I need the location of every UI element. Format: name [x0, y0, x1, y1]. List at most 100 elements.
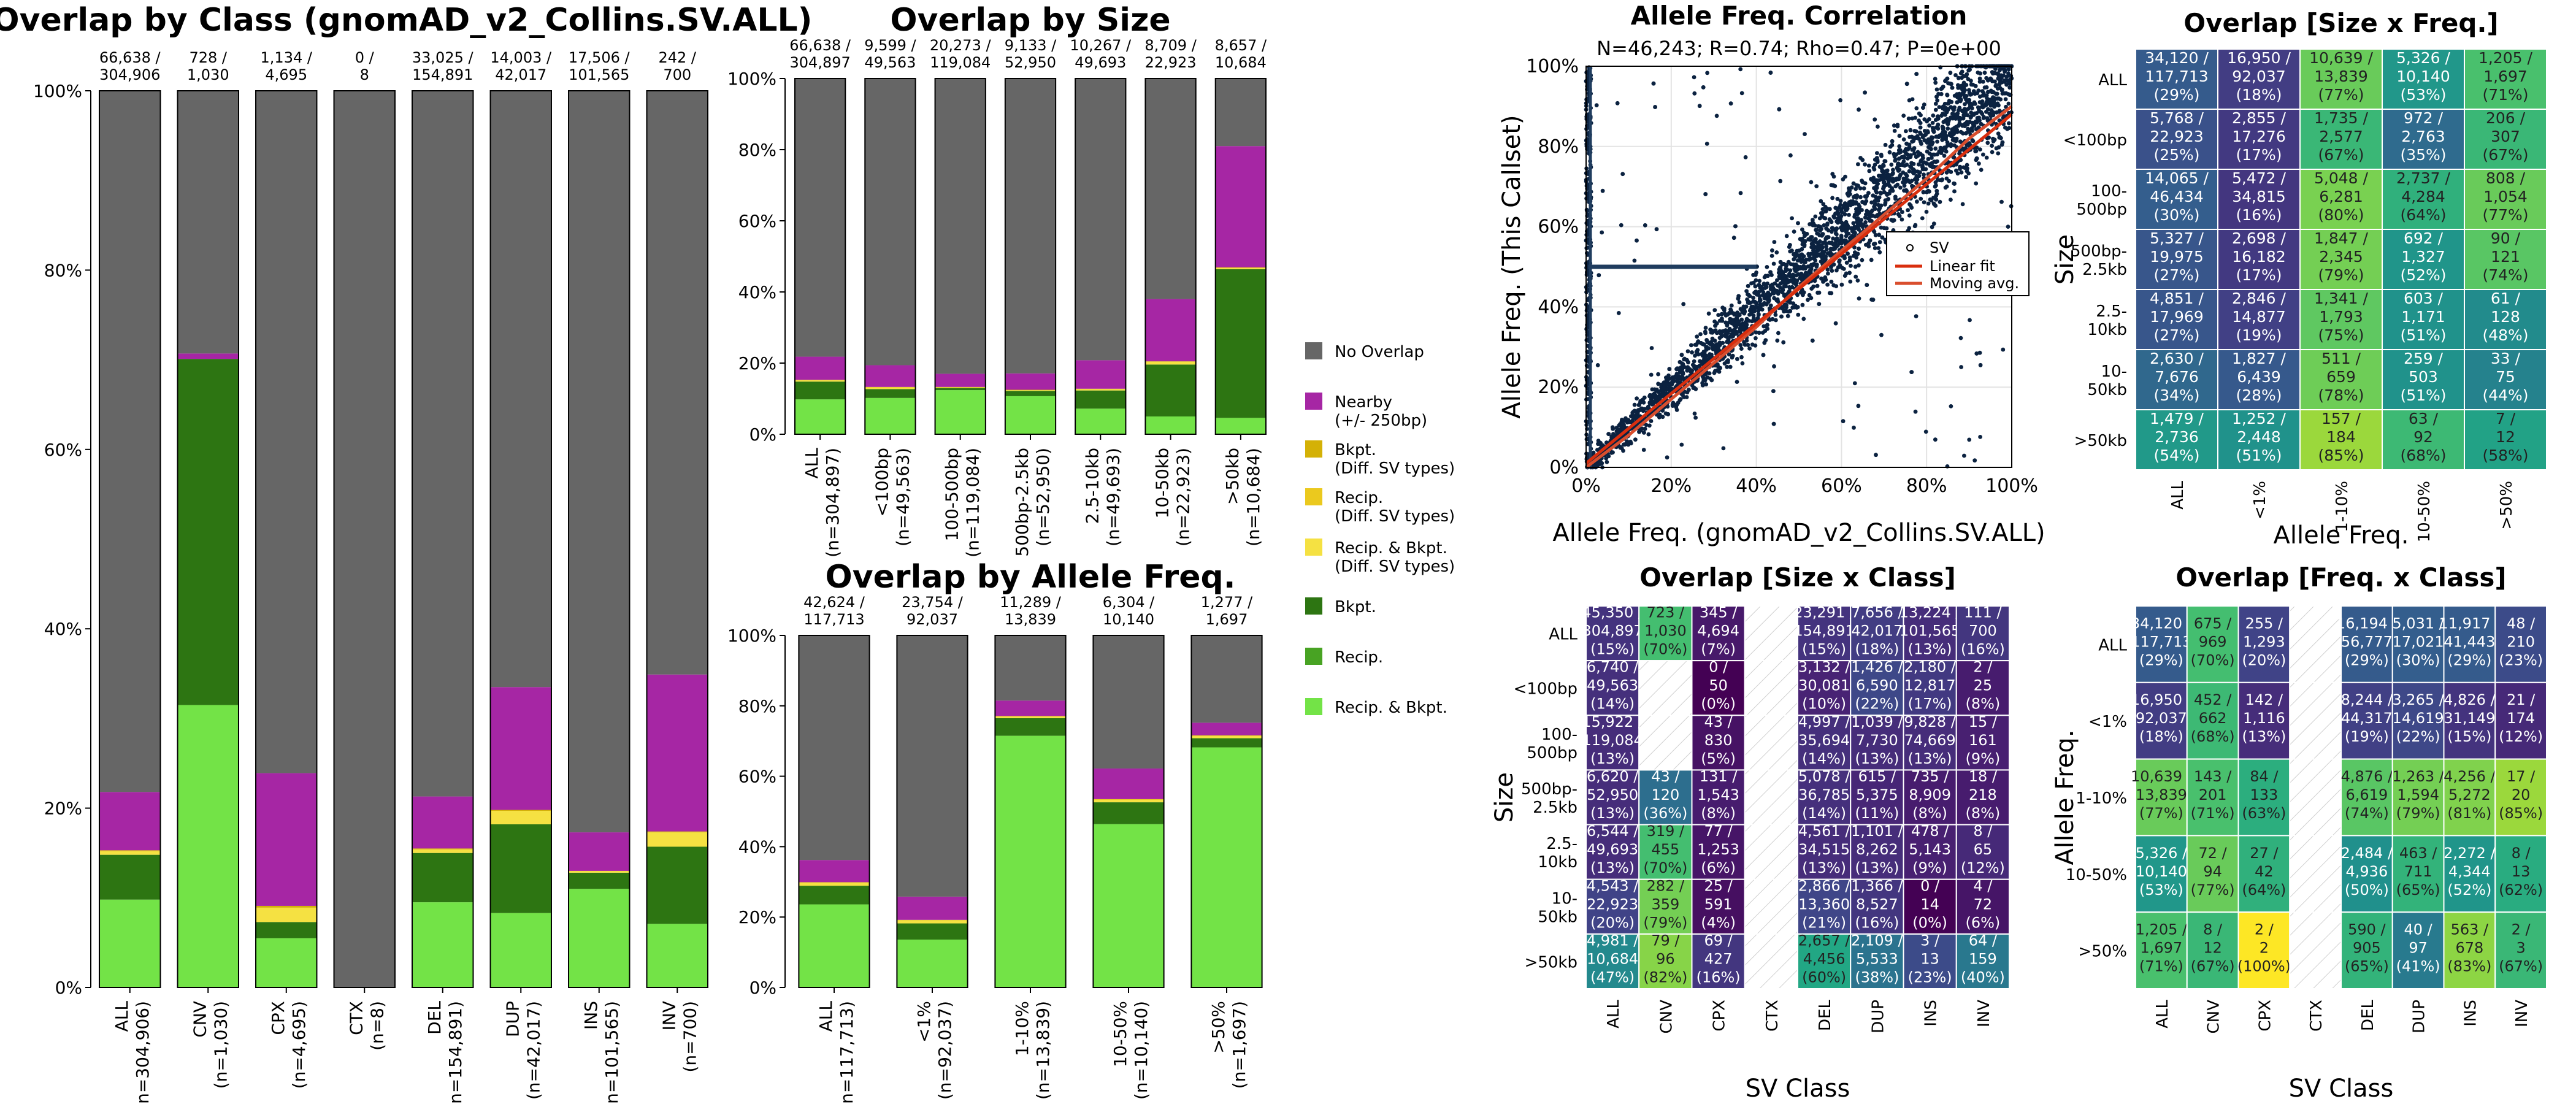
- scatter-point: [1965, 163, 1969, 167]
- scatter-point: [1800, 302, 1805, 307]
- heatmap-cell: [2186, 911, 2239, 989]
- heatmap-cell-label: 0 /: [1709, 659, 1728, 676]
- scatter-point: [1737, 300, 1742, 305]
- heatmap-cell-label: 6,544 /: [1587, 822, 1639, 840]
- scatter-point: [1977, 76, 1982, 81]
- scatter-point: [1896, 169, 1901, 173]
- scatter-point: [1945, 140, 1950, 145]
- heatmap-cell-label: 157 /: [2321, 410, 2361, 427]
- scatter-point: [1869, 258, 1874, 263]
- heatmap-cell-label: (6%): [1701, 859, 1736, 876]
- heatmap-cell: [2494, 835, 2547, 913]
- scatter-point: [1847, 258, 1852, 263]
- scatter-point: [1829, 220, 1834, 224]
- bar-segment-bkpt_diff: [865, 386, 916, 388]
- heatmap-cell: [1955, 878, 2010, 935]
- scatter-point: [1989, 108, 1994, 113]
- bar-count-label: 1,697: [1206, 611, 1248, 628]
- heatmap-cell-label: 22,923: [1587, 895, 1638, 913]
- scatter-point: [1815, 253, 1820, 258]
- scatter-point: [1992, 104, 1997, 109]
- heatmap-cell-label: 7 /: [2496, 410, 2516, 427]
- heatmap-cell-label: 10,140: [2136, 863, 2187, 880]
- scatter-point: [1744, 323, 1749, 327]
- heatmap-cell-label: (50%): [2345, 881, 2389, 899]
- heatmap-cell-label: 5,143: [1909, 841, 1951, 858]
- bar-segment-no_overlap: [99, 91, 161, 792]
- scatter-point: [1934, 159, 1938, 164]
- scatter-point: [1940, 137, 1945, 142]
- heatmap-cell: [2340, 605, 2393, 683]
- scatter-point: [1584, 286, 1589, 291]
- bar-segment-bkpt: [1093, 802, 1164, 824]
- scatter-point: [1747, 312, 1752, 317]
- scatter-point: [1703, 326, 1708, 330]
- heatmap-cell-label: 72: [1974, 895, 1993, 913]
- scatter-point: [1768, 71, 1773, 75]
- heatmap-cell: [2391, 758, 2445, 837]
- scatter-point: [2007, 121, 2011, 126]
- scatter-point: [1853, 231, 1857, 236]
- scatter-point: [1844, 207, 1849, 212]
- bar-segment-nearby: [865, 365, 916, 387]
- scatter-point: [1773, 312, 1778, 317]
- y-tick-label: 0%: [749, 978, 776, 998]
- scatter-point: [1876, 246, 1881, 250]
- scatter-point: [1820, 210, 1825, 215]
- scatter-point: [1918, 121, 1923, 125]
- heatmap-cell: [1955, 660, 2010, 716]
- bar-segment-no_overlap: [1191, 635, 1262, 723]
- heatmap-cell-label: (77%): [2191, 881, 2235, 899]
- heatmap-cell-label: (52%): [2400, 266, 2446, 284]
- scatter-point: [1595, 363, 1600, 367]
- chart-title: Overlap by Allele Freq.: [826, 559, 1236, 596]
- heatmap-cell: [1638, 769, 1693, 826]
- scatter-point: [1783, 280, 1788, 284]
- scatter-point: [1784, 234, 1789, 239]
- heatmap-cell: [2299, 409, 2383, 470]
- x-tick-label: (n=101,565): [602, 1001, 622, 1104]
- heatmap-cell-label: 84 /: [2250, 768, 2279, 785]
- scatter-point: [1927, 117, 1931, 121]
- scatter-point: [1739, 317, 1744, 322]
- scatter-point: [1964, 98, 1968, 102]
- heatmap-cell-label: 61 /: [2491, 289, 2521, 307]
- heatmap-cell-label: 16,950 /: [2131, 691, 2193, 708]
- heatmap-cell-label: (41%): [2396, 958, 2440, 975]
- scatter-point: [1997, 77, 2002, 81]
- scatter-point: [1860, 258, 1865, 263]
- scatter-point: [1994, 146, 1999, 151]
- heatmap-cell-label: 3 /: [1920, 932, 1940, 949]
- x-tick-label: 40%: [1736, 475, 1777, 497]
- scatter-point: [1883, 198, 1888, 202]
- scatter-point: [1814, 227, 1819, 232]
- scatter-point: [1880, 235, 1885, 240]
- row-label: 100-: [1541, 726, 1577, 744]
- scatter-point: [1933, 146, 1938, 151]
- scatter-point: [1771, 389, 1776, 394]
- scatter-point: [1964, 94, 1969, 98]
- scatter-point: [1966, 126, 1971, 131]
- scatter-point: [1807, 293, 1812, 297]
- scatter-point: [1823, 209, 1828, 213]
- scatter-point: [1907, 213, 1912, 218]
- heatmap-cell-label: 4,256 /: [2444, 768, 2496, 785]
- scatter-point: [1921, 105, 1925, 110]
- scatter-point: [1851, 221, 1856, 226]
- scatter-point: [1594, 103, 1599, 108]
- scatter-point: [2006, 101, 2011, 106]
- heatmap-cell: [2299, 109, 2383, 170]
- scatter-point: [1876, 198, 1880, 203]
- scatter-point: [1893, 157, 1898, 162]
- heatmap-cell-label: 255 /: [2245, 615, 2283, 632]
- heatmap-cell-label: (13%): [1855, 750, 1899, 767]
- scatter-point: [1890, 139, 1895, 144]
- heatmap-cell-label: (18%): [2236, 86, 2282, 104]
- heatmap-cell-label: (7%): [1701, 641, 1736, 658]
- scatter-point: [1735, 380, 1739, 384]
- scatter-point: [1965, 166, 1969, 171]
- heatmap-cell-label: 13,224 /: [1899, 604, 1961, 621]
- heatmap-cell-label: 18 /: [1969, 768, 1998, 785]
- heatmap-cell-label: (16%): [2236, 206, 2282, 224]
